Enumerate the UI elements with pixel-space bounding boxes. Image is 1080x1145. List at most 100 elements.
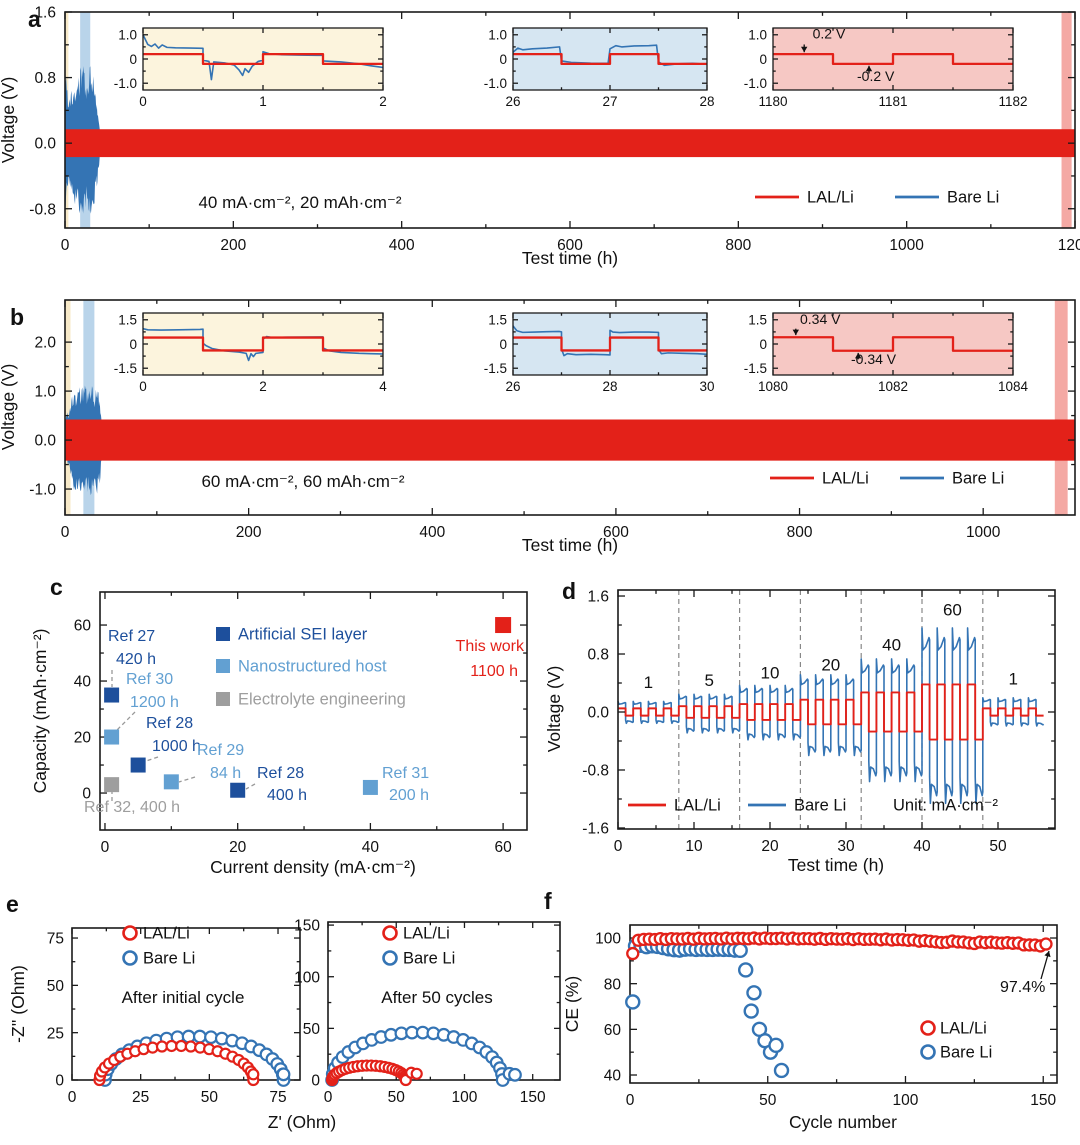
svg-text:-1.5: -1.5 bbox=[744, 361, 767, 376]
svg-text:Capacity (mAh·cm⁻²): Capacity (mAh·cm⁻²) bbox=[30, 629, 50, 794]
svg-text:4: 4 bbox=[379, 379, 387, 394]
svg-text:1.0: 1.0 bbox=[34, 384, 56, 401]
svg-text:After initial cycle: After initial cycle bbox=[122, 988, 245, 1007]
svg-text:2: 2 bbox=[259, 379, 267, 394]
svg-text:40: 40 bbox=[882, 635, 901, 654]
svg-text:Ref 32, 400 h: Ref 32, 400 h bbox=[84, 799, 180, 816]
svg-text:1200: 1200 bbox=[1058, 237, 1080, 254]
svg-text:97.4%: 97.4% bbox=[1000, 979, 1045, 996]
svg-text:Bare Li: Bare Li bbox=[952, 470, 1004, 488]
svg-text:0.8: 0.8 bbox=[587, 647, 609, 664]
svg-text:50: 50 bbox=[201, 1089, 219, 1106]
svg-text:Ref 31: Ref 31 bbox=[382, 765, 429, 782]
svg-text:1080: 1080 bbox=[758, 379, 788, 394]
svg-text:1: 1 bbox=[644, 673, 653, 692]
svg-text:0: 0 bbox=[324, 1089, 333, 1106]
svg-text:Nanostructured host: Nanostructured host bbox=[238, 658, 387, 676]
svg-text:27: 27 bbox=[602, 94, 617, 109]
svg-text:Bare Li: Bare Li bbox=[940, 1044, 992, 1062]
svg-text:1200 h: 1200 h bbox=[130, 694, 179, 711]
svg-text:50: 50 bbox=[47, 978, 65, 995]
svg-text:40: 40 bbox=[604, 1068, 622, 1085]
svg-text:2: 2 bbox=[379, 94, 387, 109]
svg-text:LAL/Li: LAL/Li bbox=[143, 925, 190, 943]
svg-text:0: 0 bbox=[759, 52, 767, 67]
svg-text:30: 30 bbox=[837, 838, 855, 855]
svg-text:80: 80 bbox=[604, 976, 622, 993]
svg-text:800: 800 bbox=[725, 237, 751, 254]
svg-text:-1.0: -1.0 bbox=[114, 76, 137, 91]
svg-text:Ref 30: Ref 30 bbox=[126, 671, 173, 688]
svg-text:0: 0 bbox=[68, 1089, 77, 1106]
svg-text:100: 100 bbox=[595, 931, 621, 948]
svg-text:400: 400 bbox=[389, 237, 415, 254]
svg-text:25: 25 bbox=[47, 1025, 64, 1042]
svg-text:Ref 29: Ref 29 bbox=[197, 742, 244, 759]
svg-text:This work: This work bbox=[456, 638, 525, 655]
svg-text:-1.6: -1.6 bbox=[582, 821, 609, 838]
svg-text:1.6: 1.6 bbox=[587, 589, 609, 606]
svg-text:Bare Li: Bare Li bbox=[947, 189, 999, 207]
svg-text:LAL/Li: LAL/Li bbox=[674, 797, 721, 815]
svg-text:50: 50 bbox=[759, 1092, 777, 1109]
svg-text:1.6: 1.6 bbox=[34, 5, 56, 22]
svg-text:25: 25 bbox=[132, 1089, 149, 1106]
svg-text:-0.8: -0.8 bbox=[582, 763, 609, 780]
panel-c-label: c bbox=[50, 574, 63, 600]
svg-text:Voltage (V): Voltage (V) bbox=[0, 364, 18, 451]
svg-text:20: 20 bbox=[229, 839, 247, 856]
svg-text:600: 600 bbox=[603, 524, 629, 541]
svg-text:-0.34 V: -0.34 V bbox=[851, 351, 897, 367]
svg-text:-1.0: -1.0 bbox=[484, 76, 507, 91]
svg-text:0: 0 bbox=[499, 337, 507, 352]
svg-text:0: 0 bbox=[82, 786, 91, 803]
svg-text:1000: 1000 bbox=[889, 237, 924, 254]
svg-text:1.0: 1.0 bbox=[118, 28, 137, 43]
svg-text:2.0: 2.0 bbox=[34, 335, 56, 352]
svg-text:0: 0 bbox=[759, 337, 767, 352]
svg-text:LAL/Li: LAL/Li bbox=[940, 1020, 987, 1038]
svg-text:1000: 1000 bbox=[966, 524, 1001, 541]
svg-text:Ref 28: Ref 28 bbox=[146, 715, 193, 732]
svg-text:1.5: 1.5 bbox=[118, 313, 137, 328]
svg-text:40: 40 bbox=[913, 838, 931, 855]
svg-text:0.0: 0.0 bbox=[587, 705, 609, 722]
svg-text:1100 h: 1100 h bbox=[470, 663, 518, 680]
svg-text:0: 0 bbox=[311, 1073, 320, 1090]
svg-text:Voltage (V): Voltage (V) bbox=[544, 666, 564, 753]
svg-text:1.0: 1.0 bbox=[488, 28, 507, 43]
svg-text:Test time (h): Test time (h) bbox=[788, 855, 884, 875]
svg-text:40 mA·cm⁻², 20 mAh·cm⁻²: 40 mA·cm⁻², 20 mAh·cm⁻² bbox=[198, 193, 401, 212]
svg-text:1000 h: 1000 h bbox=[152, 738, 201, 755]
svg-text:-0.8: -0.8 bbox=[29, 201, 56, 218]
svg-text:60 mA·cm⁻², 60 mAh·cm⁻²: 60 mA·cm⁻², 60 mAh·cm⁻² bbox=[201, 472, 404, 491]
svg-text:20: 20 bbox=[821, 656, 840, 675]
svg-text:28: 28 bbox=[699, 94, 714, 109]
svg-text:1.5: 1.5 bbox=[488, 313, 507, 328]
svg-text:200: 200 bbox=[236, 524, 262, 541]
panel-d-label: d bbox=[562, 578, 577, 604]
svg-text:Electrolyte engineering: Electrolyte engineering bbox=[238, 691, 406, 709]
svg-text:400 h: 400 h bbox=[267, 787, 307, 804]
svg-text:0.0: 0.0 bbox=[34, 433, 56, 450]
svg-text:Test time (h): Test time (h) bbox=[522, 248, 618, 268]
svg-text:-1.5: -1.5 bbox=[484, 361, 507, 376]
svg-text:Z' (Ohm): Z' (Ohm) bbox=[268, 1112, 336, 1132]
svg-text:100: 100 bbox=[893, 1092, 919, 1109]
svg-text:Current density (mA·cm⁻²): Current density (mA·cm⁻²) bbox=[210, 857, 416, 877]
svg-text:0: 0 bbox=[499, 52, 507, 67]
svg-text:26: 26 bbox=[505, 94, 520, 109]
svg-text:Ref 28: Ref 28 bbox=[257, 765, 304, 782]
svg-text:0: 0 bbox=[129, 52, 137, 67]
svg-text:Bare Li: Bare Li bbox=[403, 950, 455, 968]
svg-text:75: 75 bbox=[269, 1089, 286, 1106]
svg-text:0.8: 0.8 bbox=[34, 70, 56, 87]
svg-text:LAL/Li: LAL/Li bbox=[822, 470, 869, 488]
svg-text:1.5: 1.5 bbox=[748, 313, 767, 328]
svg-text:-1.0: -1.0 bbox=[29, 482, 56, 499]
svg-text:150: 150 bbox=[1030, 1092, 1056, 1109]
svg-text:Bare Li: Bare Li bbox=[143, 950, 195, 968]
svg-text:-Z'' (Ohm): -Z'' (Ohm) bbox=[8, 965, 28, 1043]
svg-text:26: 26 bbox=[505, 379, 520, 394]
panel-a-label: a bbox=[28, 6, 41, 32]
